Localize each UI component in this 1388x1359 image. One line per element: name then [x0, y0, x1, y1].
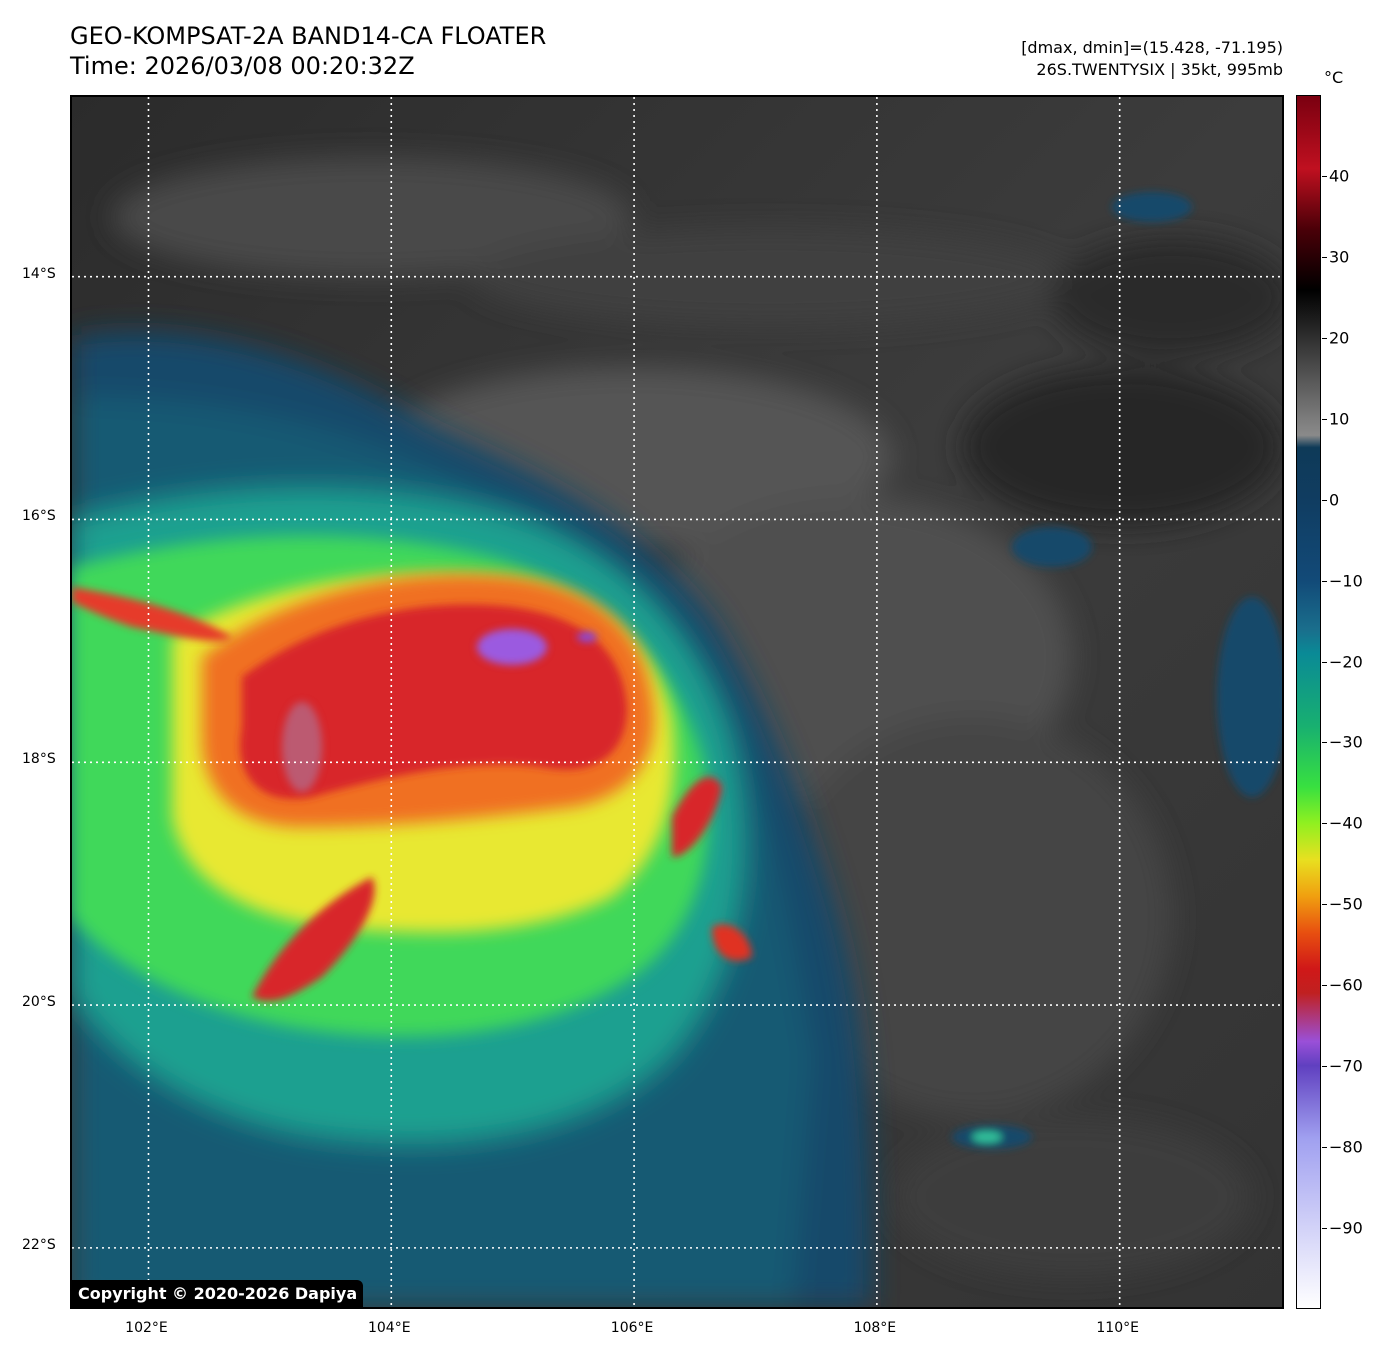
- latitude-label: 16°S: [22, 508, 56, 525]
- colorbar-tick-label: −30: [1329, 732, 1363, 752]
- latitude-label: 22°S: [22, 1236, 56, 1253]
- latitude-label: 18°S: [22, 751, 56, 768]
- colorbar-tick-label: −10: [1329, 571, 1363, 591]
- eastern-convection: [952, 192, 1282, 1149]
- colorbar-tick-label: −40: [1329, 813, 1363, 833]
- colorbar-tick-label: 40: [1329, 166, 1350, 186]
- colorbar-tick-label: −50: [1329, 894, 1363, 914]
- colorbar-tick-label: 0: [1329, 490, 1340, 510]
- colorbar-unit: °C: [1324, 68, 1344, 87]
- latitude-label: 20°S: [22, 994, 56, 1011]
- colorbar-tick-label: −70: [1329, 1056, 1363, 1076]
- colorbar-tick-label: −60: [1329, 975, 1363, 995]
- colorbar-tick-mark: [1322, 661, 1327, 663]
- map-title: GEO-KOMPSAT-2A BAND14-CA FLOATER: [70, 22, 547, 50]
- longitude-label: 106°E: [610, 1320, 654, 1336]
- colorbar-tick-mark: [1322, 580, 1327, 582]
- copyright-badge: Copyright © 2020-2026 Dapiya: [72, 1280, 364, 1307]
- colorbar-tick-label: 20: [1329, 328, 1350, 348]
- colorbar-tick-label: −20: [1329, 652, 1363, 672]
- colorbar-tick-mark: [1322, 499, 1327, 501]
- graticule: [72, 97, 1282, 1307]
- colorbar-tick-mark: [1322, 904, 1327, 906]
- colorbar-tick-mark: [1322, 1066, 1327, 1068]
- satellite-imagery: [72, 97, 1282, 1307]
- satellite-map: Copyright © 2020-2026 Dapiya: [70, 95, 1284, 1309]
- colorbar-tick-mark: [1322, 256, 1327, 258]
- overshooting-tops: [282, 629, 597, 792]
- colorbar-tick-mark: [1322, 1147, 1327, 1149]
- colorbar-tick-mark: [1322, 1228, 1327, 1230]
- temperature-colorbar: [1296, 95, 1321, 1309]
- colorbar-tick-label: 10: [1329, 409, 1350, 429]
- longitude-label: 108°E: [853, 1320, 897, 1336]
- colorbar-tick-label: −80: [1329, 1137, 1363, 1157]
- colorbar-tick-label: −90: [1329, 1218, 1363, 1238]
- longitude-label: 104°E: [367, 1320, 411, 1336]
- colorbar-tick-mark: [1322, 337, 1327, 339]
- colorbar-tick-mark: [1322, 742, 1327, 744]
- storm-info: 26S.TWENTYSIX | 35kt, 995mb: [1036, 60, 1283, 79]
- longitude-label: 102°E: [125, 1320, 168, 1336]
- map-time: Time: 2026/03/08 00:20:32Z: [70, 52, 415, 80]
- colorbar-tick-label: 30: [1329, 247, 1350, 267]
- colorbar-tick-mark: [1322, 823, 1327, 825]
- colorbar-tick-mark: [1322, 418, 1327, 420]
- latitude-label: 14°S: [22, 265, 56, 282]
- longitude-label: 110°E: [1096, 1320, 1139, 1336]
- western-cloud-band: [72, 587, 232, 642]
- colorbar-tick-mark: [1322, 985, 1327, 987]
- colorbar-tick-mark: [1322, 175, 1327, 177]
- dmax-dmin-readout: [dmax, dmin]=(15.428, -71.195): [1021, 38, 1283, 57]
